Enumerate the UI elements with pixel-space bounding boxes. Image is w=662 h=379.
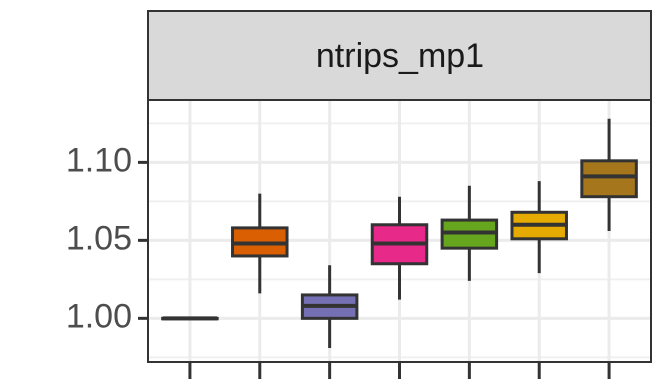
y-tick-label: 1.00 (66, 297, 132, 335)
y-tick-label: 1.05 (66, 219, 132, 257)
facet-strip (147, 10, 652, 101)
box (580, 159, 638, 199)
facet-label: ntrips_mp1 (316, 37, 484, 75)
y-tick-label: 1.10 (66, 141, 132, 179)
